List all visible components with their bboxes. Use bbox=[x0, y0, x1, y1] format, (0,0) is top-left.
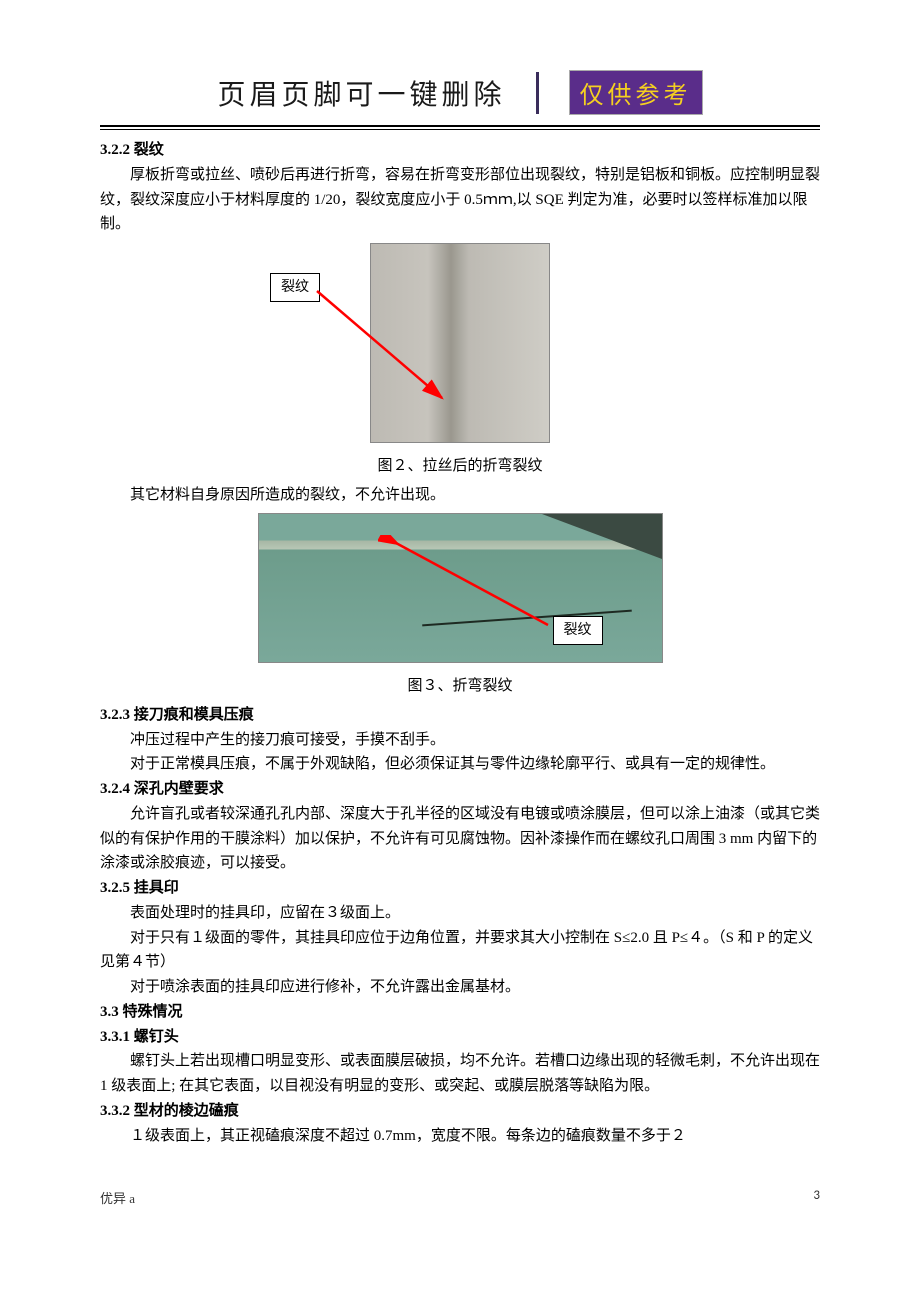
heading-3-3-1: 3.3.1 螺钉头 bbox=[100, 1025, 820, 1050]
page-header: 页眉页脚可一键删除 仅供参考 bbox=[100, 70, 820, 115]
para-3-3-1-1: 螺钉头上若出现槽口明显变形、或表面膜层破损，均不允许。若槽口边缘出现的轻微毛刺，… bbox=[100, 1049, 820, 1099]
figure-3-caption: 图３、折弯裂纹 bbox=[100, 674, 820, 699]
heading-3-3-2: 3.3.2 型材的棱边磕痕 bbox=[100, 1099, 820, 1124]
para-3-2-2-2: 其它材料自身原因所造成的裂纹，不允许出现。 bbox=[100, 483, 820, 508]
para-3-2-5-2: 对于只有１级面的零件，其挂具印应位于边角位置，并要求其大小控制在 S≤2.0 且… bbox=[100, 926, 820, 976]
para-3-2-4-1: 允许盲孔或者较深通孔孔内部、深度大于孔半径的区域没有电镀或喷涂膜层，但可以涂上油… bbox=[100, 802, 820, 876]
header-divider bbox=[536, 72, 539, 114]
heading-3-2-5: 3.2.5 挂具印 bbox=[100, 876, 820, 901]
figure-3-wrap: 裂纹 bbox=[100, 513, 820, 672]
para-3-2-3-1: 冲压过程中产生的接刀痕可接受，手摸不刮手。 bbox=[100, 728, 820, 753]
heading-3-3: 3.3 特殊情况 bbox=[100, 1000, 820, 1025]
figure-2-image bbox=[370, 243, 550, 443]
document-page: 页眉页脚可一键删除 仅供参考 3.2.2 裂纹 厚板折弯或拉丝、喷砂后再进行折弯… bbox=[0, 0, 920, 1247]
header-title: 页眉页脚可一键删除 bbox=[217, 73, 505, 113]
page-number: 3 bbox=[813, 1188, 820, 1207]
figure-2-wrap: 裂纹 bbox=[100, 243, 820, 452]
heading-3-2-3: 3.2.3 接刀痕和模具压痕 bbox=[100, 703, 820, 728]
para-3-2-2-1: 厚板折弯或拉丝、喷砂后再进行折弯，容易在折弯变形部位出现裂纹，特别是铝板和铜板。… bbox=[100, 163, 820, 237]
figure-2-label: 裂纹 bbox=[270, 273, 320, 302]
document-body: 3.2.2 裂纹 厚板折弯或拉丝、喷砂后再进行折弯，容易在折弯变形部位出现裂纹，… bbox=[100, 138, 820, 1148]
para-3-2-5-1: 表面处理时的挂具印，应留在３级面上。 bbox=[100, 901, 820, 926]
figure-3-label: 裂纹 bbox=[553, 616, 603, 645]
para-3-2-3-2: 对于正常模具压痕，不属于外观缺陷，但必须保证其与零件边缘轮廓平行、或具有一定的规… bbox=[100, 752, 820, 777]
reference-badge: 仅供参考 bbox=[569, 70, 703, 115]
para-3-3-2-1: １级表面上，其正视磕痕深度不超过 0.7mm，宽度不限。每条边的磕痕数量不多于２ bbox=[100, 1124, 820, 1149]
page-footer: 优异 a 3 bbox=[100, 1188, 820, 1207]
header-rule bbox=[100, 125, 820, 130]
heading-3-2-2: 3.2.2 裂纹 bbox=[100, 138, 820, 163]
figure-3-corner bbox=[542, 514, 662, 559]
heading-3-2-4: 3.2.4 深孔内壁要求 bbox=[100, 777, 820, 802]
footer-left: 优异 a bbox=[100, 1188, 135, 1207]
figure-2-caption: 图２、拉丝后的折弯裂纹 bbox=[100, 454, 820, 479]
para-3-2-5-3: 对于喷涂表面的挂具印应进行修补，不允许露出金属基材。 bbox=[100, 975, 820, 1000]
